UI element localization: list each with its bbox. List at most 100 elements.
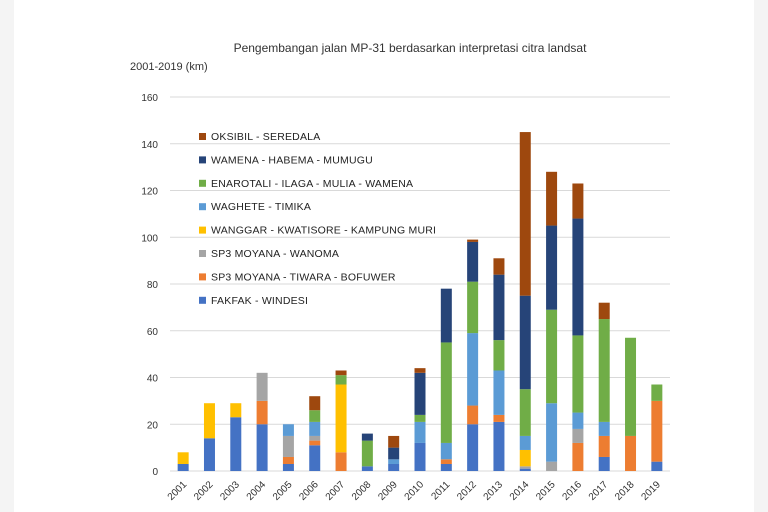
bar-2005-series-2 xyxy=(282,435,294,457)
x-tick-2017: 2017 xyxy=(587,479,611,503)
bar-2011-series-0 xyxy=(440,463,452,471)
bar-2001-series-0 xyxy=(177,463,189,471)
y-tick-20: 20 xyxy=(147,420,159,431)
legend-label-0: OKSIBIL - SEREDALA xyxy=(211,131,320,143)
bar-2013-series-0 xyxy=(493,421,505,471)
bar-2013-series-6 xyxy=(493,274,505,341)
bar-2006-series-1 xyxy=(309,440,321,446)
x-tick-2003: 2003 xyxy=(218,479,242,503)
bar-2014-series-0 xyxy=(519,468,531,471)
bars xyxy=(177,132,663,471)
legend-label-3: WAGHETE - TIMIKA xyxy=(211,201,311,213)
bar-2011-series-4 xyxy=(440,442,452,460)
x-tick-2015: 2015 xyxy=(534,479,558,503)
bar-2014-series-3 xyxy=(519,449,531,467)
y-tick-140: 140 xyxy=(141,140,158,151)
bar-2012-series-4 xyxy=(467,333,479,406)
legend-label-5: SP3 MOYANA - WANOMA xyxy=(211,248,339,260)
legend-swatch-7 xyxy=(199,296,206,304)
bar-2015-series-2 xyxy=(546,461,558,471)
bar-2007-series-1 xyxy=(335,452,347,471)
bar-2004-series-1 xyxy=(256,400,268,425)
x-tick-2002: 2002 xyxy=(192,479,216,503)
legend-label-4: WANGGAR - KWATISORE - KAMPUNG MURI xyxy=(211,225,436,237)
bar-2011-series-6 xyxy=(440,288,452,343)
x-tick-2012: 2012 xyxy=(455,479,479,503)
legend-swatch-4 xyxy=(199,226,206,234)
legend-label-7: FAKFAK - WINDESI xyxy=(211,295,308,307)
bar-2013-series-5 xyxy=(493,340,505,371)
bar-2009-series-6 xyxy=(388,447,400,460)
bar-2007-series-7 xyxy=(335,370,347,376)
bar-2014-series-5 xyxy=(519,389,531,436)
x-tick-2010: 2010 xyxy=(403,479,427,503)
y-tick-60: 60 xyxy=(147,327,159,338)
y-tick-120: 120 xyxy=(141,187,158,198)
y-tick-0: 0 xyxy=(152,467,158,478)
legend-label-2: ENAROTALI - ILAGA - MULIA - WAMENA xyxy=(211,178,413,190)
x-tick-2019: 2019 xyxy=(639,479,663,503)
bar-2004-series-2 xyxy=(256,372,268,401)
bar-2008-series-6 xyxy=(361,433,373,441)
bar-2006-series-4 xyxy=(309,421,321,436)
x-tick-2004: 2004 xyxy=(245,479,269,503)
legend-swatch-2 xyxy=(199,179,206,187)
bar-2006-series-7 xyxy=(309,396,321,411)
bar-2002-series-0 xyxy=(203,438,215,471)
bar-2012-series-6 xyxy=(467,241,479,282)
bar-2018-series-5 xyxy=(625,337,637,436)
y-tick-160: 160 xyxy=(141,93,158,104)
bar-2016-series-1 xyxy=(572,442,584,471)
y-axis-label: 2001-2019 (km) xyxy=(130,61,208,73)
bar-2009-series-0 xyxy=(388,463,400,471)
bar-2010-series-5 xyxy=(414,414,426,422)
stacked-bar-chart: Pengembangan jalan MP-31 berdasarkan int… xyxy=(130,41,670,503)
x-tick-2016: 2016 xyxy=(561,479,585,503)
y-tick-80: 80 xyxy=(147,280,159,291)
chart-frame: Pengembangan jalan MP-31 berdasarkan int… xyxy=(14,0,754,512)
bar-2019-series-5 xyxy=(651,384,663,401)
bar-2016-series-5 xyxy=(572,335,584,413)
x-tick-2014: 2014 xyxy=(508,479,532,503)
x-tick-2005: 2005 xyxy=(271,479,295,503)
bar-2006-series-5 xyxy=(309,410,321,422)
legend-swatch-1 xyxy=(199,156,206,164)
bar-2011-series-1 xyxy=(440,459,452,464)
bar-2012-series-0 xyxy=(467,424,479,471)
x-tick-2009: 2009 xyxy=(376,479,400,503)
bar-2014-series-7 xyxy=(519,132,531,296)
bar-2019-series-1 xyxy=(651,400,663,462)
legend-swatch-0 xyxy=(199,133,206,140)
bar-2014-series-2 xyxy=(519,466,531,469)
bar-2018-series-1 xyxy=(625,435,637,471)
bar-2019-series-0 xyxy=(651,461,663,471)
bar-2014-series-4 xyxy=(519,435,531,450)
bar-2012-series-7 xyxy=(467,239,479,242)
bar-2013-series-1 xyxy=(493,414,505,422)
bar-2015-series-6 xyxy=(546,225,558,310)
legend-swatch-3 xyxy=(199,203,206,211)
y-tick-100: 100 xyxy=(141,233,158,244)
x-tick-2007: 2007 xyxy=(324,479,348,503)
x-tick-2018: 2018 xyxy=(613,479,637,503)
bar-2009-series-4 xyxy=(388,459,400,464)
legend-swatch-5 xyxy=(199,250,206,257)
bar-2012-series-1 xyxy=(467,405,479,425)
bar-2016-series-7 xyxy=(572,183,584,219)
x-tick-2013: 2013 xyxy=(482,479,506,503)
y-tick-labels: 0 20 40 60 80 100 120 140 160 xyxy=(141,93,158,478)
bar-2007-series-5 xyxy=(335,375,347,385)
bar-2013-series-4 xyxy=(493,370,505,415)
x-tick-2011: 2011 xyxy=(429,479,452,502)
bar-2017-series-7 xyxy=(598,302,610,320)
legend: OKSIBIL - SEREDALA WAMENA - HABEMA - MUMU… xyxy=(199,131,436,307)
chart-title: Pengembangan jalan MP-31 berdasarkan int… xyxy=(234,41,588,55)
bar-2010-series-6 xyxy=(414,372,426,415)
legend-label-6: SP3 MOYANA - TIWARA - BOFUWER xyxy=(211,271,396,283)
legend-swatch-6 xyxy=(199,273,206,281)
bar-2014-series-6 xyxy=(519,295,531,390)
bar-2016-series-2 xyxy=(572,428,584,443)
bar-2013-series-7 xyxy=(493,258,505,275)
bar-2003-series-0 xyxy=(230,417,242,471)
x-tick-2006: 2006 xyxy=(297,479,321,503)
